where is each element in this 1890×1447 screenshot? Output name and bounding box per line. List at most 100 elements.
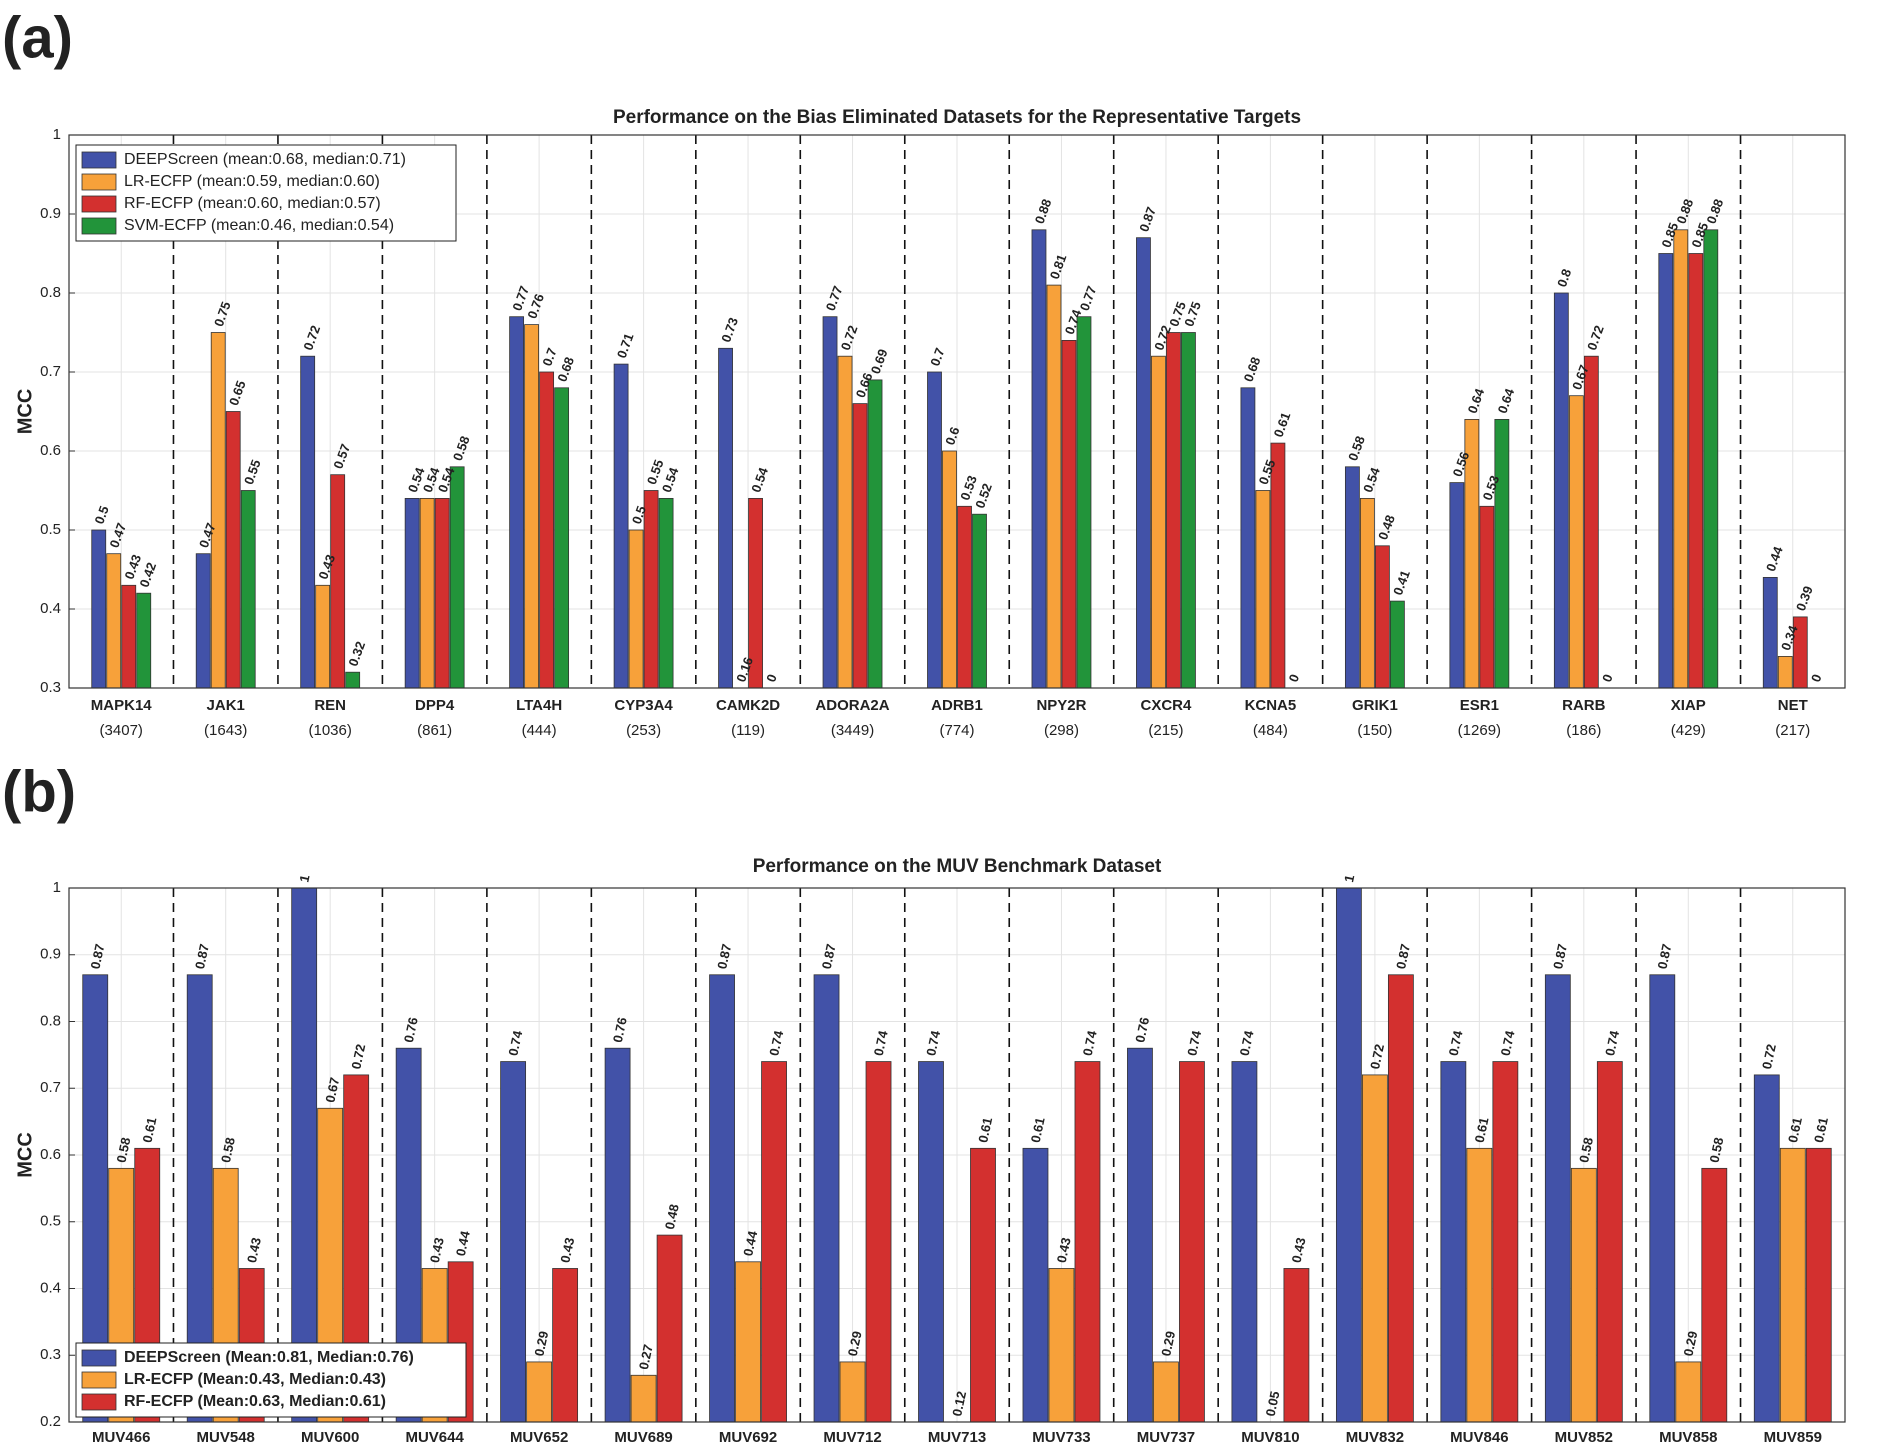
x-tick-label: MUV689 xyxy=(614,1429,672,1446)
bar xyxy=(500,1061,527,1422)
bar xyxy=(1076,316,1092,688)
bar xyxy=(970,1147,996,1422)
x-tick-sublabel: (119) xyxy=(731,722,765,739)
value-label: 0 xyxy=(1286,672,1303,684)
value-label: 0.29 xyxy=(531,1330,551,1358)
value-label: 0.29 xyxy=(1158,1330,1178,1358)
value-label: 0.74 xyxy=(923,1029,943,1058)
bar xyxy=(1240,387,1256,688)
axes-frame xyxy=(68,887,1846,1423)
x-tick-label: NET xyxy=(1778,697,1808,714)
bar xyxy=(419,497,435,688)
bar xyxy=(300,355,316,688)
value-label: 0.5 xyxy=(629,504,649,526)
x-tick-label: MUV712 xyxy=(823,1429,881,1446)
bar xyxy=(1673,229,1689,688)
value-label: 0.58 xyxy=(1707,1136,1727,1164)
x-tick-sublabel: (217) xyxy=(1775,722,1810,739)
value-label: 0 xyxy=(763,672,780,684)
value-label: 0.43 xyxy=(1054,1236,1074,1264)
x-tick-label: DPP4 xyxy=(415,697,455,714)
y-tick-label: 1 xyxy=(53,879,61,896)
x-tick-label: MUV652 xyxy=(510,1429,568,1446)
bar xyxy=(1181,332,1196,688)
bar xyxy=(225,411,241,688)
legend-label: LR-ECFP (Mean:0.43, Median:0.43) xyxy=(124,1371,386,1388)
value-label: 0.74 xyxy=(1602,1029,1622,1058)
x-tick-sublabel: (861) xyxy=(417,722,452,739)
bar xyxy=(942,450,957,688)
bar xyxy=(1440,1061,1467,1422)
bar xyxy=(1762,577,1778,688)
value-label: 0.74 xyxy=(871,1029,891,1058)
bar xyxy=(1046,284,1062,688)
value-label: 0.05 xyxy=(1263,1390,1283,1418)
value-label: 0.72 xyxy=(1367,1043,1387,1071)
bar xyxy=(628,529,644,688)
bar xyxy=(709,974,735,1422)
value-label: 0.43 xyxy=(1289,1236,1309,1264)
legend-swatch xyxy=(81,1349,117,1367)
bar xyxy=(240,490,256,688)
legend-label: RF-ECFP (Mean:0.63, Median:0.61) xyxy=(124,1393,386,1410)
bar xyxy=(1074,1061,1101,1422)
x-tick-label: GRIK1 xyxy=(1352,697,1398,714)
bar xyxy=(1544,974,1571,1422)
bar xyxy=(1374,545,1390,688)
bar xyxy=(1022,1147,1049,1422)
y-axis-label: MCC xyxy=(14,389,36,435)
value-label: 0.87 xyxy=(1393,943,1413,971)
value-label: 0.76 xyxy=(401,1016,421,1044)
bar xyxy=(552,1268,579,1422)
bar xyxy=(1805,1147,1832,1422)
bar xyxy=(1779,1147,1806,1422)
value-label: 1 xyxy=(296,873,312,883)
x-tick-label: MUV810 xyxy=(1241,1429,1299,1446)
x-tick-label: ADORA2A xyxy=(815,697,889,714)
bar xyxy=(658,497,674,688)
value-label: 0.29 xyxy=(845,1330,865,1358)
bar xyxy=(1777,656,1793,688)
bar xyxy=(630,1374,657,1422)
bar xyxy=(1494,418,1510,688)
value-label: 0.61 xyxy=(139,1116,159,1144)
bar xyxy=(1466,1147,1493,1422)
bar xyxy=(1283,1268,1310,1422)
bar xyxy=(91,529,107,688)
bar xyxy=(643,490,659,688)
bar xyxy=(1568,395,1584,688)
bar xyxy=(1270,442,1286,688)
x-tick-sublabel: (484) xyxy=(1253,722,1288,739)
legend-swatch xyxy=(81,173,117,191)
bar xyxy=(554,387,570,688)
x-tick-sublabel: (215) xyxy=(1148,722,1183,739)
value-label: 0.87 xyxy=(87,943,107,971)
value-label: 0.44 xyxy=(740,1229,760,1258)
bar xyxy=(1255,490,1271,688)
bar xyxy=(604,1047,631,1422)
axes-frame xyxy=(68,134,1846,689)
x-tick-sublabel: (150) xyxy=(1357,722,1392,739)
x-tick-label: MUV832 xyxy=(1346,1429,1404,1446)
bar xyxy=(1389,600,1405,688)
x-tick-label: RARB xyxy=(1562,697,1605,714)
value-label: 0.58 xyxy=(113,1136,133,1164)
bar xyxy=(918,1061,944,1422)
bar xyxy=(1688,253,1704,688)
value-label: 0.74 xyxy=(505,1029,525,1058)
bar xyxy=(434,497,450,688)
bar xyxy=(121,584,137,688)
value-label: 0.12 xyxy=(949,1390,969,1418)
y-tick-label: 0.6 xyxy=(40,442,61,459)
value-label: 0.61 xyxy=(1472,1116,1492,1144)
value-label: 0.74 xyxy=(1184,1029,1204,1058)
value-label: 0.8 xyxy=(1554,267,1574,289)
chart-title: Performance on the MUV Benchmark Dataset xyxy=(753,856,1162,877)
bar xyxy=(718,347,733,688)
bar xyxy=(509,316,525,688)
x-tick-label: MUV548 xyxy=(197,1429,255,1446)
y-tick-label: 0.5 xyxy=(40,521,61,538)
bar xyxy=(1387,974,1414,1422)
x-tick-sublabel: (253) xyxy=(626,722,661,739)
